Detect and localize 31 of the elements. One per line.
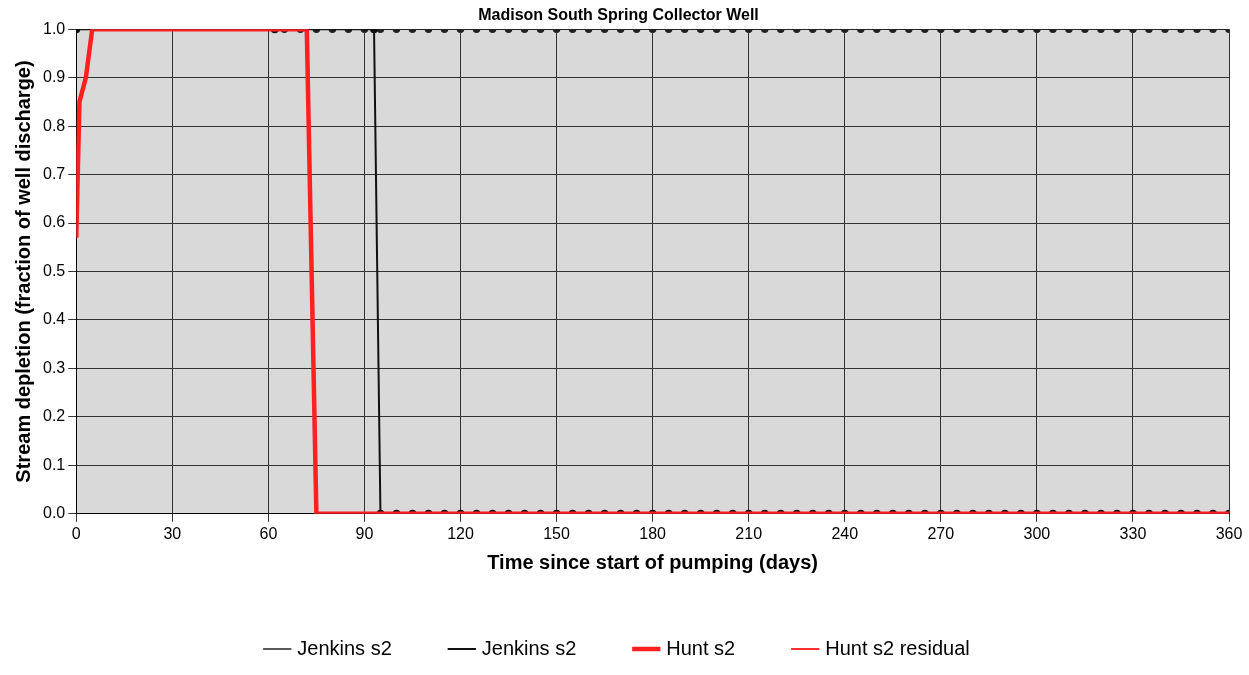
- legend-label: Jenkins s2: [297, 636, 392, 659]
- legend-label: Hunt s2: [666, 636, 736, 659]
- x-tick-label: 180: [639, 524, 667, 542]
- chart-title: Madison South Spring Collector Well: [478, 6, 759, 24]
- x-tick-label: 60: [259, 524, 278, 542]
- y-tick-label: 1.0: [42, 19, 66, 37]
- y-tick-label: 0.5: [42, 261, 66, 279]
- x-tick-label: 120: [447, 524, 474, 542]
- legend-label: Hunt s2 residual: [825, 636, 970, 659]
- x-tick-label: 30: [163, 524, 182, 542]
- y-tick-label: 0.2: [42, 407, 66, 425]
- x-tick-label: 270: [927, 524, 955, 542]
- x-tick-label: 360: [1215, 524, 1243, 542]
- x-axis-title: Time since start of pumping (days): [487, 550, 819, 573]
- x-tick-label: 300: [1023, 524, 1051, 542]
- legend-label: Jenkins s2: [481, 636, 577, 659]
- x-tick-label: 0: [71, 524, 81, 542]
- x-tick-label: 90: [355, 524, 374, 542]
- y-tick-label: 0.0: [42, 504, 66, 522]
- y-tick-label: 0.9: [42, 68, 66, 86]
- x-tick-label: 330: [1119, 524, 1147, 542]
- y-axis-title: Stream depletion (fraction of well discharge): [11, 60, 34, 483]
- y-tick-label: 0.8: [42, 116, 66, 134]
- x-tick-label: 210: [735, 524, 763, 542]
- x-tick-label: 240: [831, 524, 859, 542]
- y-tick-label: 0.6: [42, 213, 66, 231]
- x-tick-label: 150: [543, 524, 570, 542]
- y-tick-label: 0.4: [42, 310, 66, 328]
- y-tick-label: 0.3: [42, 358, 66, 376]
- y-tick-label: 0.7: [42, 164, 66, 182]
- y-tick-label: 0.1: [42, 455, 66, 473]
